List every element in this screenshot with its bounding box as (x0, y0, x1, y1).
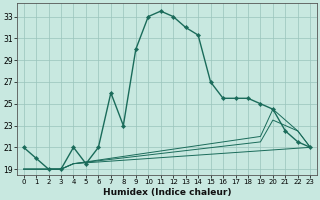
X-axis label: Humidex (Indice chaleur): Humidex (Indice chaleur) (103, 188, 231, 197)
